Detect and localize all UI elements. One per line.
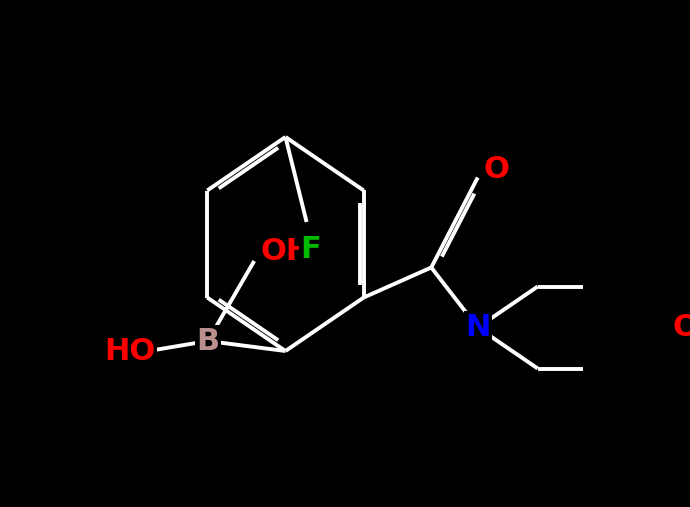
Text: N: N [465,313,491,342]
Text: OH: OH [261,236,312,266]
Text: F: F [300,235,321,265]
Text: O: O [673,313,690,342]
Text: HO: HO [104,337,156,366]
Text: O: O [484,155,509,184]
Text: B: B [196,327,219,355]
